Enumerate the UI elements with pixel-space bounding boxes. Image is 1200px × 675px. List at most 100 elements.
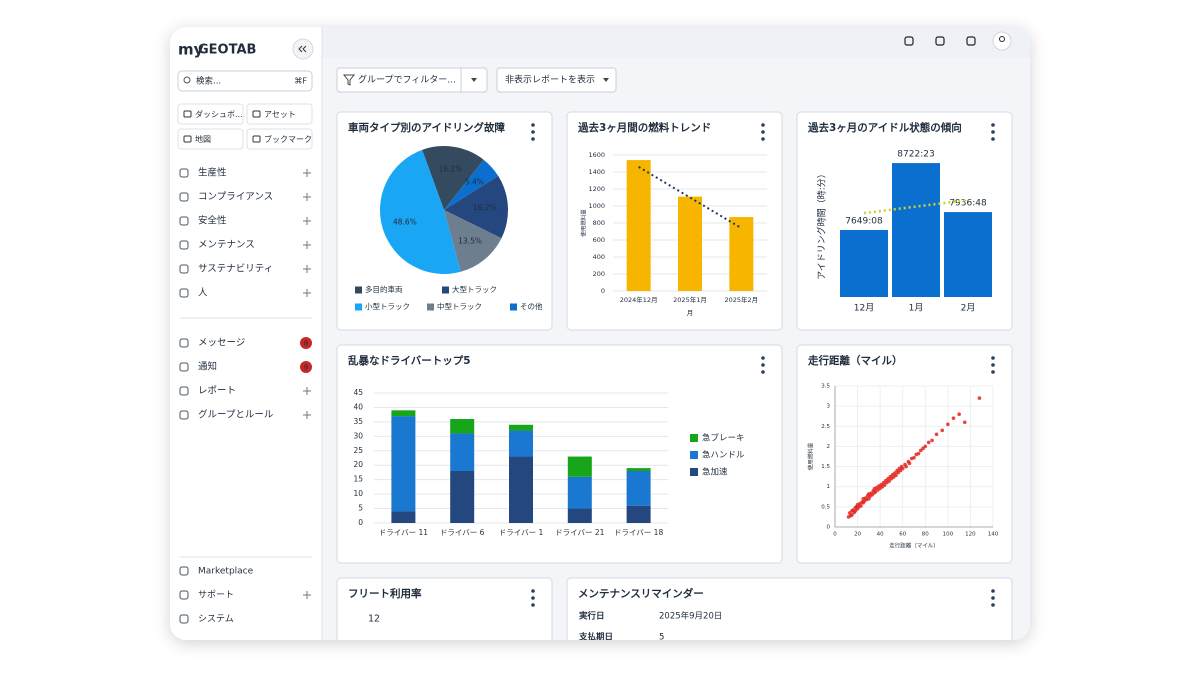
scatter-point (907, 461, 912, 466)
widget-menu-dot[interactable] (991, 589, 995, 593)
widget-menu-dot[interactable] (761, 356, 765, 360)
legend-label: その他 (520, 301, 543, 311)
legend-label: 多目的車両 (365, 284, 403, 294)
widget-menu-dot[interactable] (531, 596, 535, 600)
y-tick-label: 3 (827, 404, 831, 410)
hidden-reports[interactable] (496, 67, 617, 93)
widget-menu-dot[interactable] (761, 123, 765, 127)
axis-line (834, 386, 993, 528)
group-filter[interactable] (336, 67, 488, 93)
widget-menu-dot[interactable] (991, 130, 995, 134)
scatter-point (957, 412, 961, 417)
bar-segment (450, 419, 475, 434)
quick-link[interactable] (177, 103, 244, 125)
x-axis-label: 月 (687, 309, 694, 317)
nav-item: メンテナンス (198, 240, 255, 251)
x-tick-label: 60 (899, 532, 906, 538)
quick-link-label: 地図 (195, 134, 211, 144)
dropdown-caret (603, 78, 609, 82)
search-shortcut: ⌘F (294, 77, 307, 86)
plus-icon (303, 265, 311, 273)
x-tick-label: 140 (988, 532, 999, 538)
widget-menu-dot[interactable] (991, 137, 995, 141)
widget-title: 乱暴なドライバートップ5 (348, 354, 471, 367)
y-tick-label: 3.5 (821, 384, 830, 390)
widget-menu-dot[interactable] (991, 370, 995, 374)
top-icon[interactable] (904, 36, 914, 46)
widget-menu-dot[interactable] (531, 123, 535, 127)
legend-label: 急ブレーキ (702, 433, 745, 444)
value-label: 7936:48 (949, 199, 987, 209)
widget-menu-dot[interactable] (761, 370, 765, 374)
nav-item: サステナビリティ (198, 264, 273, 275)
scatter-point (887, 479, 891, 483)
bar-segment (450, 471, 475, 523)
nav-icon (179, 240, 189, 250)
y-tick-label: 600 (593, 236, 605, 244)
scatter-point (900, 466, 905, 471)
y-tick-label: 200 (593, 270, 605, 278)
nav-item: コンプライアンス (198, 192, 273, 203)
legend-swatch (510, 303, 517, 311)
top-icon[interactable] (935, 36, 945, 46)
bar-segment (626, 471, 651, 506)
widget-menu-dot[interactable] (761, 137, 765, 141)
nav-icon (179, 216, 189, 226)
widget-menu-dot[interactable] (991, 596, 995, 600)
bar-segment (626, 505, 651, 523)
maintenance-label: 実行日 (579, 611, 605, 622)
scatter-point (850, 513, 854, 517)
legend-label: 大型トラック (452, 284, 497, 294)
widget-menu-dot[interactable] (531, 603, 535, 607)
widget-menu-dot[interactable] (991, 123, 995, 127)
scatter-point (962, 420, 967, 425)
x-tick-label: 20 (854, 532, 861, 538)
quick-link-icon (183, 110, 192, 118)
nav-icon (179, 590, 189, 600)
plus-icon (303, 193, 311, 201)
x-tick-label: 2024年12月 (620, 295, 658, 304)
quick-link-icon (252, 135, 261, 143)
x-tick-label: 100 (943, 532, 954, 538)
top-icon[interactable] (966, 36, 976, 46)
slice-label: 16.2% (439, 165, 463, 174)
quick-link[interactable] (246, 103, 313, 125)
widget-menu-dot[interactable] (991, 356, 995, 360)
y-tick-label: 0 (827, 525, 831, 531)
widget-menu-dot[interactable] (991, 363, 995, 367)
search-box[interactable] (177, 70, 313, 92)
x-tick-label: 0 (833, 532, 837, 538)
widget-title: 過去3ヶ月間の燃料トレンド (577, 121, 711, 134)
nav-icon (179, 338, 189, 348)
widget-menu-dot[interactable] (761, 130, 765, 134)
y-tick-label: 25 (353, 446, 363, 455)
nav-item: 安全性 (198, 215, 227, 227)
y-tick-label: 20 (353, 460, 363, 469)
widget-card (796, 344, 1013, 564)
bar-segment (567, 476, 592, 509)
plus-icon (303, 289, 311, 297)
quick-link[interactable] (246, 128, 313, 150)
footer-item: サポート (198, 590, 234, 601)
widget-menu-dot[interactable] (761, 363, 765, 367)
nav-icon (179, 288, 189, 298)
search-icon (183, 76, 191, 84)
legend-swatch (442, 286, 449, 294)
widget-title: 走行距離（マイル） (807, 354, 903, 367)
scatter-point (904, 464, 908, 469)
hidden-reports-label: 非表示レポートを表示 (505, 74, 595, 86)
widget-menu-dot[interactable] (991, 603, 995, 607)
legend-swatch (355, 286, 362, 294)
widget-menu-dot[interactable] (531, 130, 535, 134)
bar (840, 230, 888, 297)
quick-link[interactable] (177, 128, 244, 150)
widget-menu-dot[interactable] (531, 589, 535, 593)
pie-slice (444, 159, 499, 210)
widget-menu-dot[interactable] (531, 137, 535, 141)
y-tick-label: 45 (353, 388, 363, 397)
legend-label: 中型トラック (437, 301, 482, 311)
y-tick-label: 30 (353, 431, 363, 440)
scatter-point (912, 455, 916, 460)
nav-icon (179, 614, 189, 624)
